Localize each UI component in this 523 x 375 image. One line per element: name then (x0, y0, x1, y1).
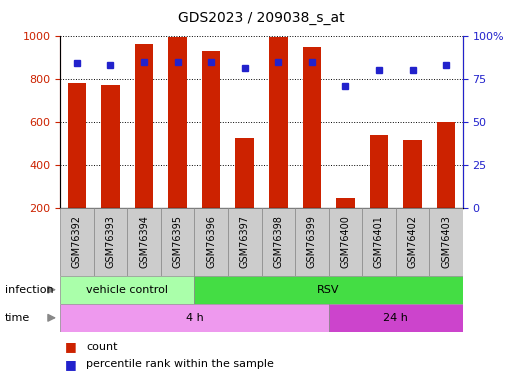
Bar (127, 208, 161, 276)
Bar (295, 208, 328, 276)
Text: time: time (5, 313, 30, 323)
Bar (362, 208, 396, 276)
Bar (437, 122, 456, 208)
Bar (269, 37, 288, 208)
Bar (161, 208, 195, 276)
Bar (328, 208, 362, 276)
Text: GSM76392: GSM76392 (72, 215, 82, 268)
Bar (336, 198, 355, 208)
Text: GSM76396: GSM76396 (206, 215, 216, 268)
Text: GDS2023 / 209038_s_at: GDS2023 / 209038_s_at (178, 11, 345, 25)
Bar (94, 208, 127, 276)
Bar (328, 304, 463, 332)
Bar (262, 208, 295, 276)
Text: RSV: RSV (317, 285, 340, 295)
Text: ■: ■ (65, 340, 77, 354)
Text: ■: ■ (65, 358, 77, 371)
Text: count: count (86, 342, 118, 352)
Text: 24 h: 24 h (383, 313, 408, 323)
Text: percentile rank within the sample: percentile rank within the sample (86, 359, 274, 369)
Text: GSM76400: GSM76400 (340, 215, 350, 268)
Bar (370, 135, 388, 208)
Bar (60, 208, 94, 276)
Bar (303, 48, 321, 208)
Bar (60, 304, 328, 332)
Text: GSM76398: GSM76398 (274, 215, 283, 268)
Bar (60, 276, 195, 304)
Bar (228, 208, 262, 276)
Text: GSM76393: GSM76393 (106, 215, 116, 268)
Text: vehicle control: vehicle control (86, 285, 168, 295)
Text: GSM76402: GSM76402 (407, 215, 417, 268)
Bar (67, 83, 86, 208)
Text: 4 h: 4 h (186, 313, 203, 323)
Bar (396, 208, 429, 276)
Bar (403, 140, 422, 208)
Bar (195, 208, 228, 276)
Text: GSM76395: GSM76395 (173, 215, 183, 268)
Bar (168, 37, 187, 208)
Text: GSM76399: GSM76399 (307, 215, 317, 268)
Bar (235, 138, 254, 208)
Text: GSM76401: GSM76401 (374, 215, 384, 268)
Bar (429, 208, 463, 276)
Text: GSM76397: GSM76397 (240, 215, 249, 268)
Text: GSM76394: GSM76394 (139, 215, 149, 268)
Bar (202, 51, 220, 208)
Text: infection: infection (5, 285, 54, 295)
Bar (135, 44, 153, 208)
Bar (195, 276, 463, 304)
Text: GSM76403: GSM76403 (441, 215, 451, 268)
Bar (101, 85, 120, 208)
